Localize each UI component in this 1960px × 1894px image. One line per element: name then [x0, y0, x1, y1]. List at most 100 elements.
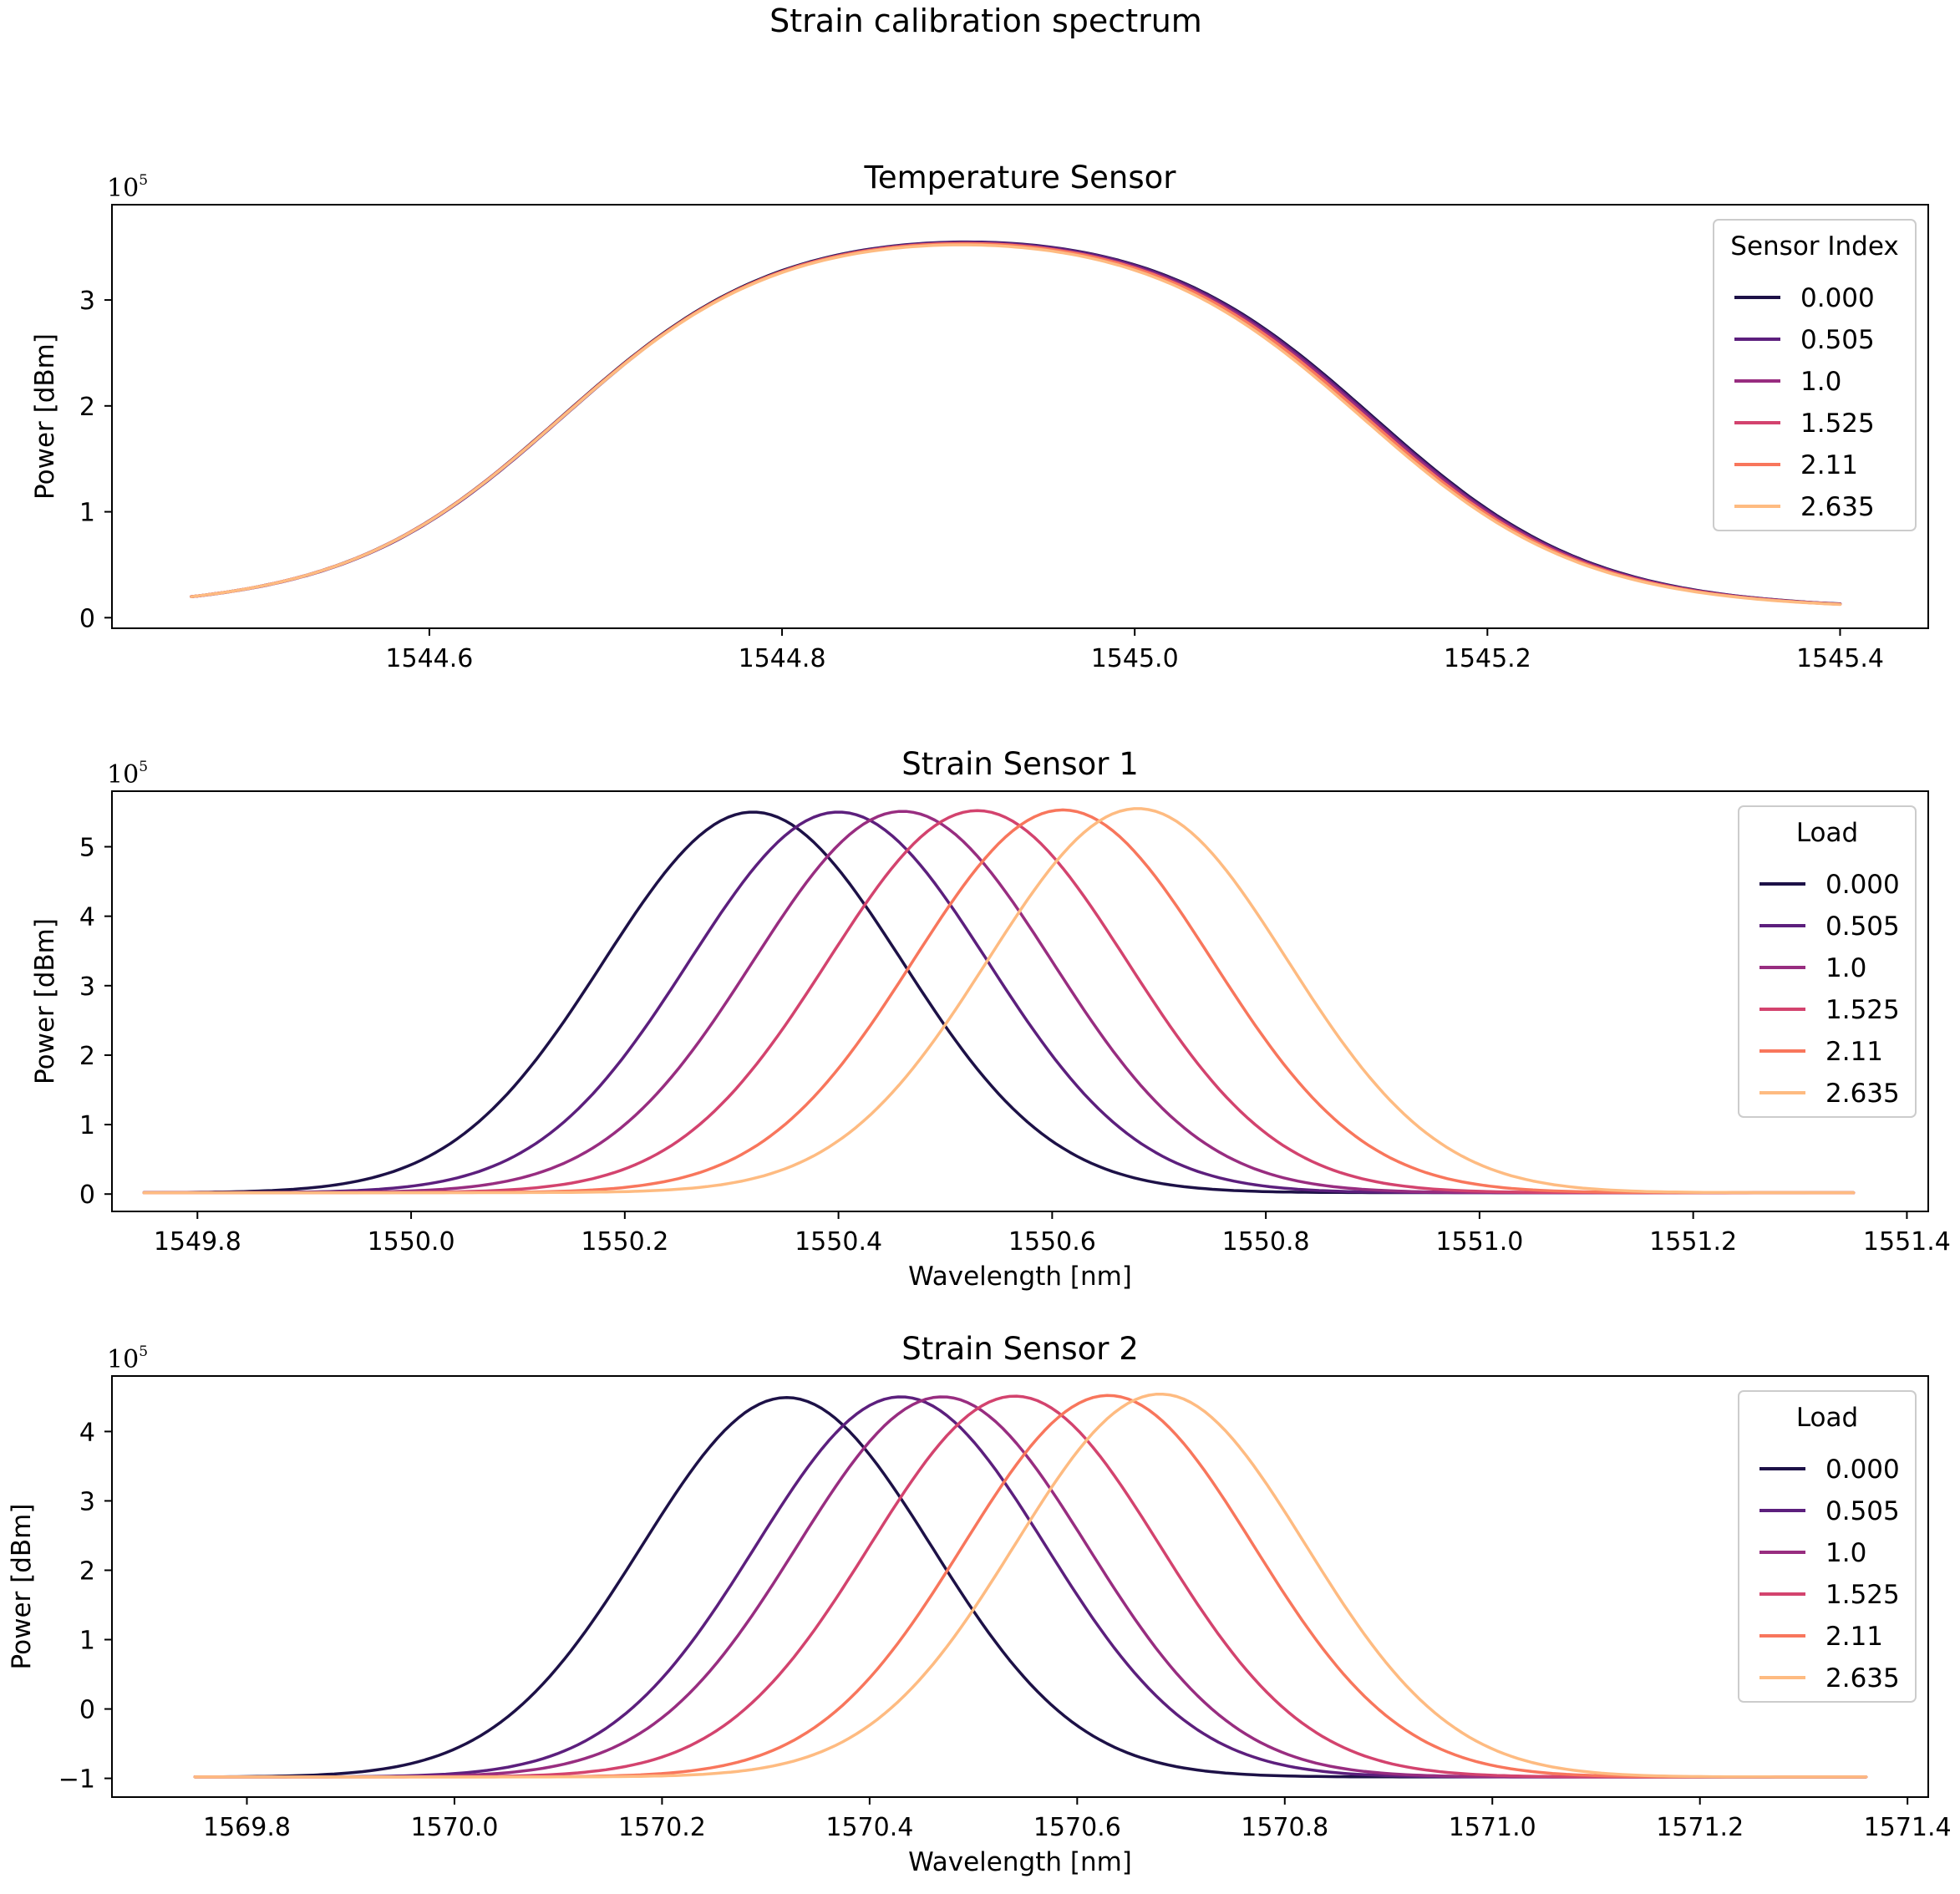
x-tick-label: 1570.6	[1033, 1813, 1121, 1842]
series-line-1.0	[190, 241, 1842, 606]
series-line-2.635	[142, 807, 1856, 1195]
series-line-2.11	[193, 1394, 1868, 1779]
legend-entry-label: 2.11	[1825, 1622, 1883, 1652]
y-axis-label: Power [dBm]	[30, 333, 60, 500]
x-tick-label: 1544.8	[739, 644, 826, 673]
y-multiplier-base: 10	[107, 174, 139, 203]
y-multiplier: 105	[107, 1343, 148, 1374]
x-tick-label: 1571.2	[1656, 1813, 1744, 1842]
y-tick-label: −1	[58, 1765, 95, 1795]
legend-entry-label: 0.505	[1825, 911, 1900, 942]
y-tick-label: 1	[79, 499, 95, 528]
legend-entry-label: 2.635	[1800, 492, 1875, 522]
x-tick-label: 1570.4	[825, 1813, 913, 1842]
legend-entry-label: 1.525	[1825, 1580, 1900, 1610]
legend: Load 0.000 0.505 1.0 1.525 2.11 2.635	[1738, 1390, 1917, 1703]
legend-entry-label: 2.11	[1825, 1037, 1883, 1067]
x-tick-label: 1550.2	[581, 1227, 668, 1257]
x-tick-label: 1545.0	[1091, 644, 1179, 673]
axes-frame	[111, 790, 1929, 1212]
legend-title: Load	[1796, 818, 1858, 848]
y-tick-label: 2	[79, 393, 95, 422]
y-tick-label: 0	[79, 604, 95, 633]
legend-title: Load	[1796, 1403, 1858, 1433]
figure-title: Strain calibration spectrum	[769, 3, 1202, 39]
legend-entry-label: 1.525	[1800, 409, 1875, 439]
y-tick-label: 1	[79, 1111, 95, 1140]
panel-title: Strain Sensor 1	[901, 746, 1139, 782]
x-tick-label: 1549.8	[154, 1227, 241, 1257]
y-multiplier: 105	[107, 759, 148, 790]
x-tick-label: 1550.4	[795, 1227, 882, 1257]
x-tick-label: 1551.2	[1649, 1227, 1737, 1257]
y-tick-label: 1	[79, 1627, 95, 1656]
y-multiplier: 105	[107, 172, 148, 203]
legend-title: Sensor Index	[1730, 231, 1898, 262]
y-multiplier-exponent: 5	[139, 759, 148, 775]
x-tick-label: 1570.2	[618, 1813, 706, 1842]
legend-entry-label: 2.635	[1825, 1079, 1900, 1109]
axes-frame	[111, 204, 1929, 629]
series-line-1.525	[142, 809, 1856, 1195]
series-line-0.000	[142, 810, 1856, 1195]
y-tick-label: 3	[79, 1487, 95, 1516]
series-line-0.505	[142, 810, 1856, 1195]
y-axis-label: Power [dBm]	[30, 918, 60, 1084]
legend-entry-label: 2.635	[1825, 1663, 1900, 1693]
x-tick-label: 1545.4	[1796, 644, 1884, 673]
y-multiplier-base: 10	[107, 760, 139, 790]
y-tick-label: 4	[79, 1418, 95, 1447]
legend-entry-label: 1.0	[1825, 1538, 1866, 1568]
x-tick-label: 1551.4	[1863, 1227, 1951, 1257]
x-tick-label: 1571.0	[1449, 1813, 1536, 1842]
legend-entry-label: 0.505	[1800, 325, 1875, 355]
series-line-2.11	[142, 808, 1856, 1195]
x-tick-label: 1570.0	[410, 1813, 498, 1842]
legend-entry-label: 1.525	[1825, 995, 1900, 1025]
y-multiplier-exponent: 5	[139, 1343, 148, 1360]
legend-entry-label: 1.0	[1825, 953, 1866, 983]
series-lines	[193, 1392, 1868, 1779]
series-line-1.0	[142, 810, 1856, 1195]
series-line-0.000	[190, 240, 1842, 606]
y-tick-label: 3	[79, 287, 95, 316]
y-tick-label: 0	[79, 1696, 95, 1725]
series-line-2.11	[190, 241, 1842, 607]
y-tick-label: 4	[79, 903, 95, 932]
series-lines	[190, 240, 1842, 607]
series-line-0.000	[193, 1395, 1868, 1779]
x-axis-label: Wavelength [nm]	[908, 1847, 1132, 1877]
legend-entry-label: 0.505	[1825, 1496, 1900, 1526]
series-line-0.505	[193, 1395, 1868, 1779]
legend-entry-label: 0.000	[1800, 283, 1875, 313]
panel-title: Strain Sensor 2	[901, 1331, 1139, 1367]
x-tick-label: 1550.8	[1222, 1227, 1310, 1257]
x-tick-label: 1545.2	[1444, 644, 1531, 673]
series-line-2.635	[193, 1392, 1868, 1779]
legend: Load 0.000 0.505 1.0 1.525 2.11 2.635	[1738, 805, 1917, 1118]
legend-entry-label: 2.11	[1800, 450, 1858, 480]
series-line-2.635	[190, 243, 1842, 607]
x-tick-label: 1551.0	[1435, 1227, 1523, 1257]
y-tick-label: 2	[79, 1042, 95, 1071]
x-axis-label: Wavelength [nm]	[908, 1262, 1132, 1292]
y-multiplier-exponent: 5	[139, 172, 148, 189]
series-line-1.525	[193, 1394, 1868, 1779]
legend-entry-label: 0.000	[1825, 870, 1900, 900]
y-tick-label: 3	[79, 972, 95, 1002]
y-axis-label: Power [dBm]	[7, 1504, 37, 1670]
y-tick-label: 0	[79, 1181, 95, 1210]
series-line-0.505	[190, 241, 1842, 606]
legend-entry-label: 0.000	[1825, 1455, 1900, 1485]
legend: Sensor Index 0.000 0.505 1.0 1.525 2.11 2.635	[1713, 219, 1917, 531]
x-tick-label: 1570.8	[1241, 1813, 1328, 1842]
x-tick-label: 1544.6	[385, 644, 473, 673]
panel-title: Temperature Sensor	[864, 160, 1177, 195]
x-tick-label: 1571.4	[1864, 1813, 1952, 1842]
y-tick-label: 2	[79, 1556, 95, 1586]
legend-entry-label: 1.0	[1800, 367, 1841, 397]
